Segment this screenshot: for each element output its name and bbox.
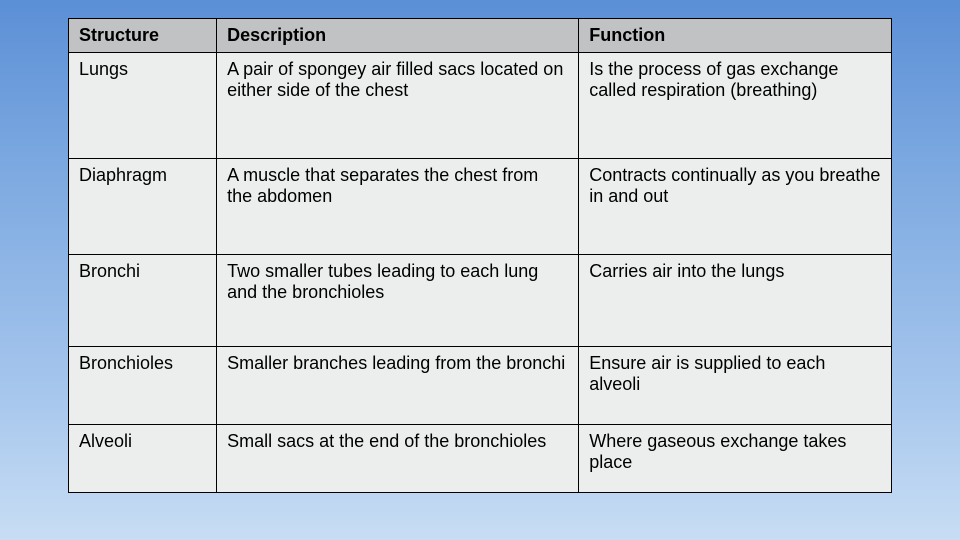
cell-function: Ensure air is supplied to each alveoli [579,347,892,425]
cell-description: A muscle that separates the chest from t… [217,159,579,255]
cell-structure: Bronchi [69,255,217,347]
table-row: Alveoli Small sacs at the end of the bro… [69,425,892,493]
cell-function: Contracts continually as you breathe in … [579,159,892,255]
table-row: Bronchioles Smaller branches leading fro… [69,347,892,425]
col-header-description: Description [217,19,579,53]
respiratory-structures-table: Structure Description Function Lungs A p… [68,18,892,493]
cell-description: A pair of spongey air filled sacs locate… [217,53,579,159]
cell-description: Smaller branches leading from the bronch… [217,347,579,425]
cell-function: Where gaseous exchange takes place [579,425,892,493]
cell-structure: Alveoli [69,425,217,493]
table-row: Lungs A pair of spongey air filled sacs … [69,53,892,159]
cell-structure: Lungs [69,53,217,159]
cell-function: Carries air into the lungs [579,255,892,347]
table-row: Diaphragm A muscle that separates the ch… [69,159,892,255]
col-header-function: Function [579,19,892,53]
col-header-structure: Structure [69,19,217,53]
cell-function: Is the process of gas exchange called re… [579,53,892,159]
cell-description: Two smaller tubes leading to each lung a… [217,255,579,347]
cell-structure: Bronchioles [69,347,217,425]
cell-description: Small sacs at the end of the bronchioles [217,425,579,493]
cell-structure: Diaphragm [69,159,217,255]
table-header-row: Structure Description Function [69,19,892,53]
table-row: Bronchi Two smaller tubes leading to eac… [69,255,892,347]
